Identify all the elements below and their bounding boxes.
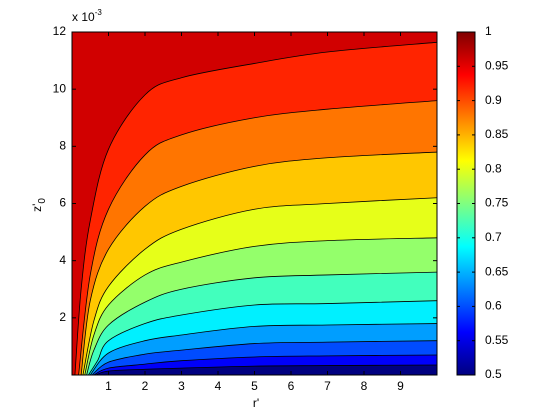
contour-line — [78, 100, 437, 375]
y-tick-label: 8 — [59, 139, 66, 153]
y-multiplier-base: x 10 — [72, 10, 95, 24]
contour-line — [84, 237, 437, 375]
y-axis-label: z'0 — [30, 198, 47, 212]
y-tick-label: 2 — [59, 310, 66, 324]
colorbar-tick-label: 0.95 — [485, 58, 509, 72]
colorbar-tick-label: 1 — [485, 24, 492, 38]
colorbar-tick-label: 0.55 — [485, 333, 509, 347]
colorbar-tick-label: 0.7 — [485, 230, 502, 244]
colorbar-tick-label: 0.6 — [485, 299, 502, 313]
y-tick-label: 6 — [59, 196, 66, 210]
x-axis-label: r' — [253, 396, 259, 410]
x-tick-label: 5 — [251, 379, 258, 393]
colorbar-tick-label: 0.85 — [485, 127, 509, 141]
y-tick-label: 12 — [53, 24, 67, 38]
colorbar-tick-label: 0.65 — [485, 264, 509, 278]
y-tick-label: 4 — [59, 253, 66, 267]
contour-line — [93, 354, 437, 375]
y-tick-label: 10 — [53, 81, 67, 95]
contour-line — [80, 151, 437, 375]
x-tick-label: 3 — [178, 379, 185, 393]
colorbar-tick-label: 0.9 — [485, 93, 502, 107]
contour-line — [89, 323, 437, 375]
contour-line — [95, 364, 437, 375]
contour-line — [82, 197, 437, 375]
x-tick-label: 9 — [397, 379, 404, 393]
plot-area — [72, 32, 437, 375]
x-tick-label: 4 — [215, 379, 222, 393]
y-multiplier-exponent: -3 — [95, 8, 103, 17]
x-tick-label: 8 — [361, 379, 368, 393]
contour-band — [72, 32, 437, 375]
colorbar-tick-label: 0.8 — [485, 161, 502, 175]
contour-band — [72, 32, 437, 375]
contour-line — [86, 271, 437, 375]
contour-line — [74, 41, 437, 375]
colorbar-tick-label: 0.5 — [485, 367, 502, 381]
x-tick-label: 6 — [288, 379, 295, 393]
contour-line — [91, 340, 437, 375]
y-axis-label-main: z' — [30, 204, 44, 212]
colorbar-tick-label: 0.75 — [485, 196, 509, 210]
x-tick-label: 2 — [142, 379, 149, 393]
contour-line — [88, 300, 437, 375]
x-tick-label: 7 — [324, 379, 331, 393]
y-multiplier: x 10-3 — [72, 8, 102, 24]
x-tick-label: 1 — [105, 379, 112, 393]
y-axis-label-subscript: 0 — [37, 198, 48, 204]
